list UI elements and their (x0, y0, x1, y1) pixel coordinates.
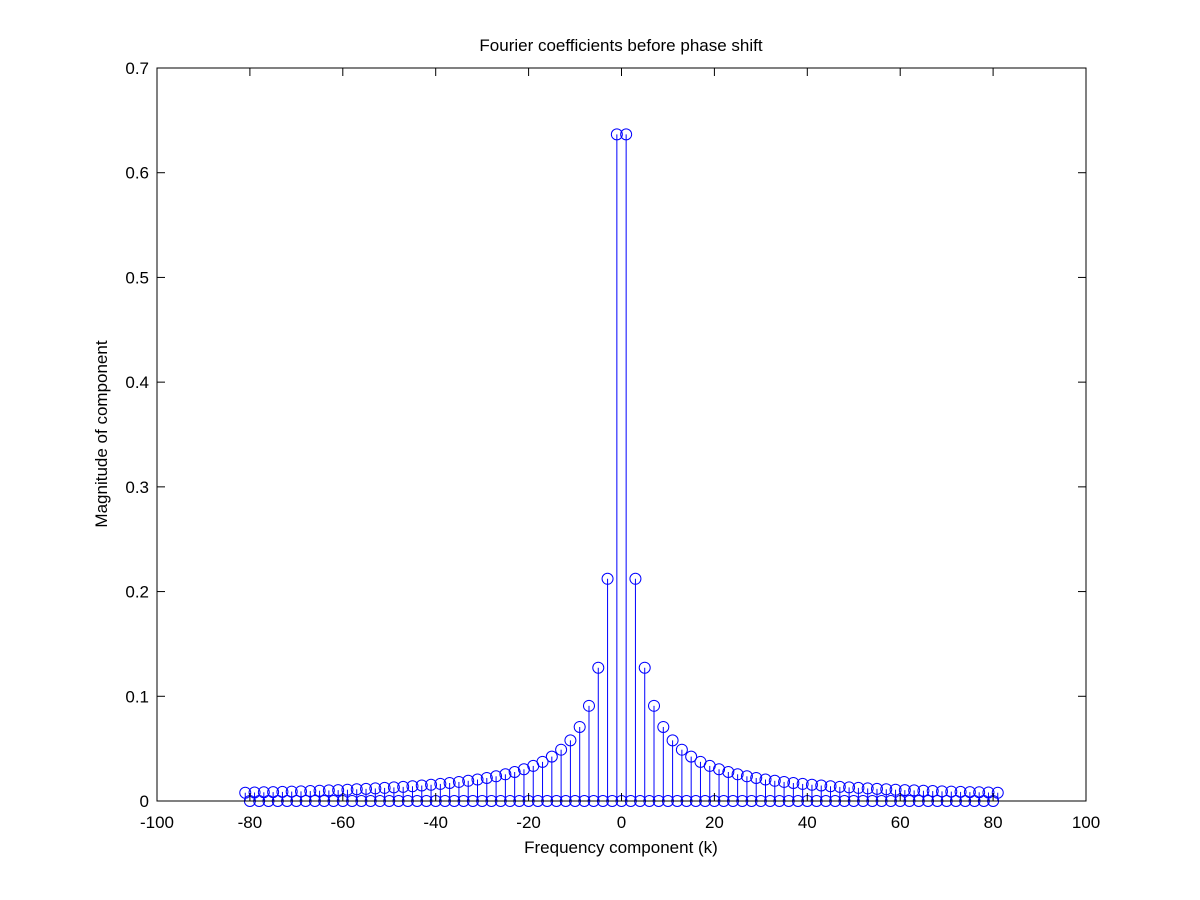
stem-marker (852, 781, 865, 794)
stem-marker (545, 750, 558, 763)
stem-marker (870, 782, 883, 795)
stem-marker (397, 780, 410, 793)
stem-marker (443, 776, 456, 789)
stem-marker (369, 782, 382, 795)
stem-marker (425, 778, 438, 791)
stem-marker (991, 786, 1004, 799)
stem-marker (582, 699, 595, 712)
x-tick-label: 20 (705, 813, 724, 832)
stem-marker (387, 781, 400, 794)
stem-marker (452, 775, 465, 788)
stem-marker (610, 128, 623, 141)
stem-marker (406, 780, 419, 793)
stem-marker (889, 783, 902, 796)
x-axis-ticks: -100 -80 -60 -40 -20 0 20 40 60 80 100 (140, 68, 1100, 832)
stem-marker (805, 778, 818, 791)
stem-marker (536, 755, 549, 768)
stem-marker (620, 128, 633, 141)
stem-marker (759, 773, 772, 786)
stem-marker (341, 783, 354, 796)
x-axis-label: Frequency component (k) (524, 838, 718, 857)
stem-marker (304, 785, 317, 798)
stem-marker (648, 699, 661, 712)
stem-marker (322, 784, 335, 797)
stem-marker (555, 743, 568, 756)
y-tick-label: 0.6 (125, 164, 149, 183)
y-axis-ticks: 0 0.1 0.2 0.3 0.4 0.5 0.6 0.7 (125, 59, 1086, 811)
stem-marker (685, 750, 698, 763)
stem-marker (926, 785, 939, 798)
stem-marker (787, 776, 800, 789)
stem-marker (657, 720, 670, 733)
stem-marker (936, 785, 949, 798)
y-tick-label: 0.2 (125, 583, 149, 602)
stem-marker (378, 781, 391, 794)
stem-marker (564, 734, 577, 747)
stem-marker (945, 785, 958, 798)
x-tick-label: 60 (891, 813, 910, 832)
y-tick-label: 0 (140, 792, 149, 811)
stem-marker (880, 783, 893, 796)
stem-marker (666, 734, 679, 747)
stem-marker (768, 774, 781, 787)
y-tick-label: 0.5 (125, 268, 149, 287)
stem-marker (313, 784, 326, 797)
stem-marker (824, 780, 837, 793)
x-tick-label: -60 (331, 813, 356, 832)
x-tick-label: 0 (617, 813, 626, 832)
stem-marker (796, 777, 809, 790)
stem-marker (592, 661, 605, 674)
stem-marker (778, 775, 791, 788)
y-tick-label: 0.3 (125, 478, 149, 497)
stem-marker (713, 763, 726, 776)
stem-marker (480, 771, 493, 784)
x-tick-label: -80 (238, 813, 263, 832)
stem-marker (898, 784, 911, 797)
stem-marker (750, 771, 763, 784)
x-tick-label: 40 (798, 813, 817, 832)
stem-marker (434, 777, 447, 790)
stem-marker (499, 768, 512, 781)
stem-marker (490, 770, 503, 783)
y-tick-label: 0.1 (125, 687, 149, 706)
stem-marker (573, 720, 586, 733)
stem-marker (740, 770, 753, 783)
stem-marker (638, 661, 651, 674)
stem-marker (350, 783, 363, 796)
x-tick-label: -40 (423, 813, 448, 832)
stem-marker (601, 572, 614, 585)
chart-title: Fourier coefficients before phase shift (479, 36, 762, 55)
stem-marker (360, 782, 373, 795)
y-tick-label: 0.7 (125, 59, 149, 78)
y-axis-label: Magnitude of component (92, 340, 111, 527)
x-tick-label: -20 (516, 813, 541, 832)
stem-marker (471, 773, 484, 786)
plot-area (157, 68, 1086, 801)
stem-marker (508, 765, 521, 778)
stem-marker (629, 572, 642, 585)
stem-marker (285, 785, 298, 798)
stem-marker (731, 768, 744, 781)
stem-marker (462, 774, 475, 787)
stem-marker (675, 743, 688, 756)
y-tick-label: 0.4 (125, 373, 149, 392)
x-tick-label: 80 (984, 813, 1003, 832)
stem-marker (861, 782, 874, 795)
stem-marker (415, 779, 428, 792)
stem-marker (843, 781, 856, 794)
stem-marker (722, 765, 735, 778)
x-tick-label: 100 (1072, 813, 1100, 832)
stem-marker (833, 780, 846, 793)
stem-marker (815, 779, 828, 792)
stem-marker (332, 784, 345, 797)
stem-marker (917, 784, 930, 797)
stem-marker (908, 784, 921, 797)
x-tick-label: -100 (140, 813, 174, 832)
stem-marker (294, 785, 307, 798)
